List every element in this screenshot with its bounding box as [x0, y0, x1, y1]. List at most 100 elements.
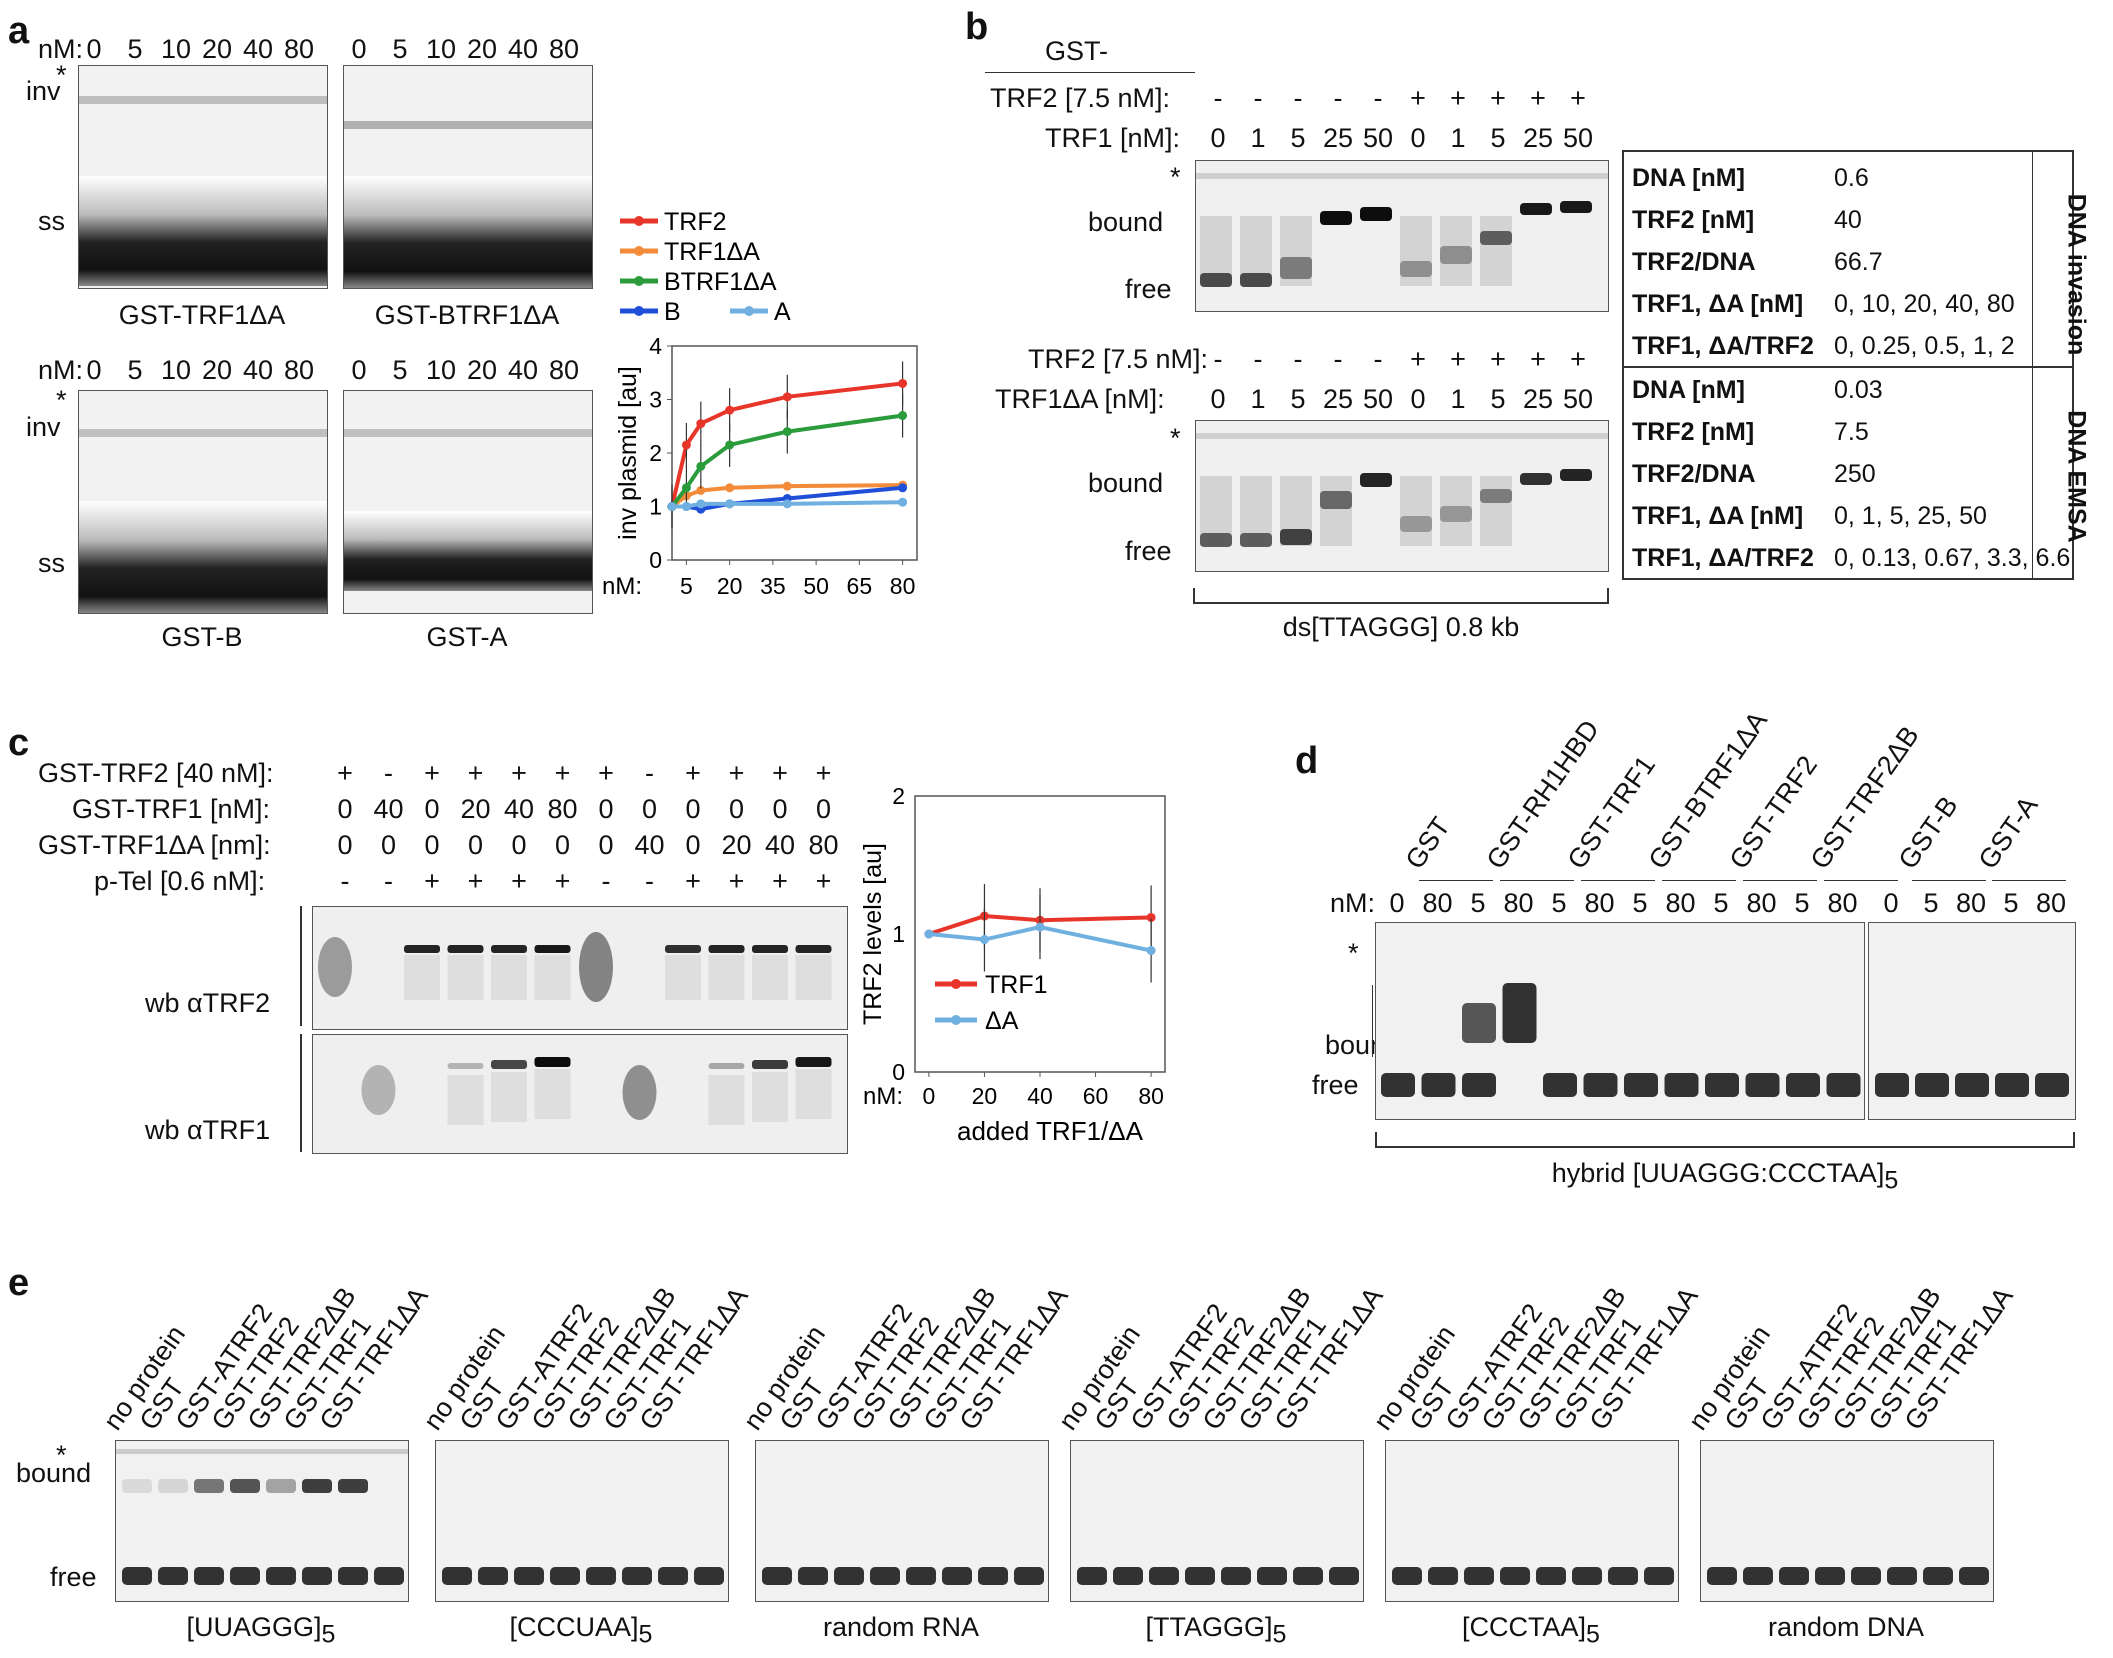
gelD2-free-1 — [1915, 1073, 1949, 1097]
b-table-emsa: DNA [nM] 0.03 TRF2 [nM] 7.5 TRF2/DNA 250 TRF1,… — [1622, 364, 2091, 580]
gelB2-band-5 — [1400, 516, 1432, 532]
a-point-4-4 — [782, 499, 792, 509]
b-conc-0-6: 1 — [1450, 123, 1466, 153]
c-legend-label-0: TRF1 — [985, 971, 1048, 999]
e-gel-4 — [1385, 1440, 1679, 1602]
a-conc-1-1-4: 40 — [507, 355, 539, 385]
d-group2-0: GST-B — [1892, 790, 1964, 875]
a-point-2-3 — [725, 440, 735, 450]
a-gel-btrf1da — [343, 65, 593, 289]
a-conc-0-0-2: 10 — [160, 34, 192, 64]
d-group2-line-0 — [1912, 880, 1986, 881]
gelB1-band-8 — [1520, 203, 1552, 215]
wb2-smear-10 — [752, 1072, 788, 1122]
e-gel-5-free-7 — [1959, 1567, 1989, 1585]
b-conc-0-0: 0 — [1210, 123, 1226, 153]
c-point-1-1 — [979, 935, 989, 945]
a-conc-0-0-4: 40 — [242, 34, 274, 64]
b-conc-1-7: 5 — [1490, 384, 1506, 414]
gelB2-smear-1 — [1240, 476, 1272, 546]
a-ytick-2: 2 — [649, 440, 662, 466]
a-conc-1-0-1: 5 — [127, 355, 143, 385]
d-nm-label: nM: — [1330, 888, 1376, 918]
a-point-0-2 — [696, 419, 706, 429]
c-r1-7: - — [645, 758, 654, 788]
c-r4-2: + — [424, 866, 440, 896]
c-row-3: GST-TRF1ΔA [nm]: — [38, 830, 271, 860]
c-r1-11: + — [815, 758, 832, 788]
gelD1-free-5 — [1583, 1073, 1618, 1097]
e-caption-1: [CCCUAA]5 — [435, 1612, 727, 1649]
e-gel-0-free-5 — [302, 1567, 332, 1585]
e-caption-3: [TTAGGG]5 — [1070, 1612, 1362, 1649]
gelB2-band-4 — [1360, 473, 1392, 487]
c-legend-label-1: ΔA — [985, 1007, 1019, 1035]
e-gel-1-free-1 — [478, 1567, 508, 1585]
b-gel-trf1 — [1195, 160, 1609, 312]
c-r1-6: + — [598, 758, 614, 788]
a-gel-caption-2: GST-BTRF1ΔA — [374, 300, 560, 330]
e-caption-sub-3: 5 — [1272, 1620, 1287, 1649]
c-r3-3: 0 — [467, 830, 484, 860]
e-gel-4-free-4 — [1536, 1567, 1566, 1585]
a-point-4-2 — [696, 499, 706, 509]
c-r2-5: 80 — [547, 794, 578, 824]
c-r3-6: 0 — [598, 830, 614, 860]
gelB1-band-1 — [1240, 273, 1272, 287]
wb1-band-2 — [404, 945, 440, 953]
c-r4-10: + — [772, 866, 788, 896]
d-conc-6: 5 — [1632, 888, 1648, 918]
c-legend-dot-1 — [951, 1015, 961, 1025]
c-r1-3: + — [467, 758, 484, 788]
d-group-line-3 — [1661, 880, 1736, 881]
b-table-divider — [2032, 150, 2033, 578]
d-conc-8: 5 — [1713, 888, 1729, 918]
e-gel-2-free-3 — [870, 1567, 900, 1585]
wb2-band-4 — [491, 1060, 527, 1069]
d-bound-bracket — [1372, 985, 1373, 1057]
b-caption: ds[TTAGGG] 0.8 kb — [1282, 612, 1520, 642]
c-r3-1: 0 — [380, 830, 397, 860]
d-conc-1: 80 — [1422, 888, 1453, 918]
gelB2-smear-5 — [1400, 476, 1432, 546]
a-point-0-3 — [725, 405, 735, 415]
e-gel-2-free-2 — [834, 1567, 864, 1585]
a-ytick-3: 3 — [649, 387, 662, 413]
a-star-top: * — [56, 60, 67, 90]
e-gel-0-well — [116, 1449, 408, 1454]
a-legend-dot-0 — [634, 216, 644, 226]
e-gel-4-free-6 — [1608, 1567, 1638, 1585]
c-xprefix: nM: — [863, 1083, 903, 1110]
e-gel-0-bound-2 — [194, 1479, 224, 1493]
e-caption-name-4: [CCCTAA] — [1462, 1612, 1587, 1642]
b-sign-0-3: - — [1333, 83, 1343, 113]
gelB2-smear-6 — [1440, 476, 1472, 546]
a-conc-0-1-2: 10 — [425, 34, 457, 64]
c-r3-10: 40 — [764, 830, 796, 860]
e-gel-4-free-3 — [1500, 1567, 1530, 1585]
d-bracket-left — [1375, 1132, 1377, 1148]
d-group2-1: GST-A — [1972, 790, 2044, 875]
wb2-smear-4 — [491, 1072, 527, 1122]
gelB1-smear-5 — [1400, 216, 1432, 286]
e-caption-4: [CCCTAA]5 — [1385, 1612, 1677, 1649]
gelD2-free-0 — [1875, 1073, 1909, 1097]
gelB1-band-5 — [1400, 261, 1432, 277]
panel-a-label: a — [8, 10, 30, 52]
e-gel-2 — [755, 1440, 1049, 1602]
a-xtick-0: 5 — [680, 573, 693, 599]
d-star: * — [1348, 938, 1359, 968]
e-caption-name-2: random RNA — [822, 1612, 980, 1642]
b-sign-1-8: + — [1530, 344, 1546, 374]
a-xtick-4: 65 — [847, 573, 873, 599]
e-gel-4-free-2 — [1464, 1567, 1494, 1585]
e-gel-3-free-0 — [1077, 1567, 1107, 1585]
e-gel-0-bound-5 — [302, 1479, 332, 1493]
d-conc2-3: 5 — [2003, 888, 2019, 918]
b-free-top: free — [1125, 274, 1172, 304]
a-legend-label-1: TRF1ΔA — [664, 238, 760, 266]
c-r2-3: 20 — [460, 794, 491, 824]
c-r4-6: - — [601, 866, 611, 896]
e-caption-5: random DNA — [1700, 1612, 1992, 1649]
